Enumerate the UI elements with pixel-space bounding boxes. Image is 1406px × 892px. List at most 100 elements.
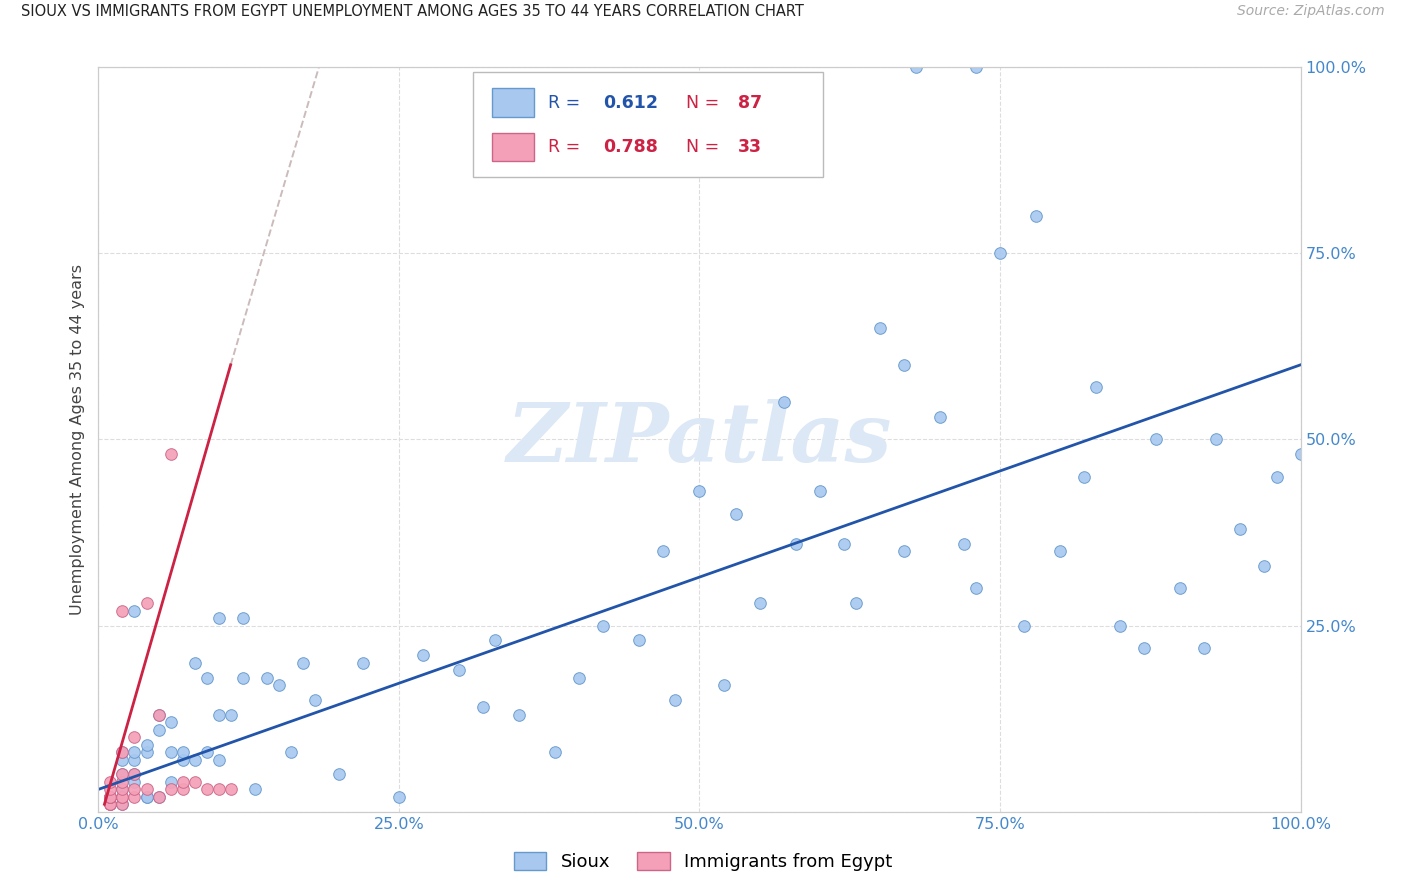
Point bbox=[904, 60, 927, 74]
Point bbox=[412, 648, 434, 663]
Bar bbox=[492, 88, 534, 117]
Point bbox=[135, 738, 157, 752]
Point bbox=[208, 707, 231, 722]
Point bbox=[219, 707, 242, 722]
Point bbox=[832, 536, 855, 550]
Point bbox=[111, 789, 134, 804]
Point bbox=[328, 767, 350, 781]
Point bbox=[772, 395, 794, 409]
Point bbox=[845, 596, 868, 610]
Point bbox=[159, 782, 181, 797]
Point bbox=[508, 707, 530, 722]
Point bbox=[1049, 544, 1071, 558]
Point bbox=[135, 745, 157, 759]
Point bbox=[183, 775, 205, 789]
Point bbox=[208, 782, 231, 797]
Point bbox=[893, 544, 915, 558]
Point bbox=[1265, 469, 1288, 483]
Point bbox=[256, 671, 278, 685]
Point bbox=[352, 656, 374, 670]
Point bbox=[988, 246, 1011, 260]
Text: 33: 33 bbox=[738, 137, 762, 156]
Text: R =: R = bbox=[548, 137, 586, 156]
Point bbox=[159, 775, 181, 789]
Point bbox=[243, 782, 266, 797]
Point bbox=[124, 767, 146, 781]
Point bbox=[748, 596, 770, 610]
Point bbox=[124, 730, 146, 744]
Point bbox=[148, 723, 170, 737]
Point bbox=[172, 782, 194, 797]
Text: R =: R = bbox=[548, 94, 586, 112]
Y-axis label: Unemployment Among Ages 35 to 44 years: Unemployment Among Ages 35 to 44 years bbox=[70, 264, 86, 615]
FancyBboxPatch shape bbox=[474, 72, 824, 178]
Point bbox=[100, 789, 122, 804]
Point bbox=[447, 663, 470, 677]
Point bbox=[1025, 209, 1047, 223]
Point bbox=[111, 797, 134, 812]
Point bbox=[1109, 618, 1132, 632]
Point bbox=[100, 775, 122, 789]
Point bbox=[592, 618, 614, 632]
Point bbox=[111, 745, 134, 759]
Point bbox=[148, 789, 170, 804]
Point bbox=[1289, 447, 1312, 461]
Text: 0.612: 0.612 bbox=[603, 94, 658, 112]
Point bbox=[1144, 433, 1167, 447]
Text: N =: N = bbox=[686, 94, 725, 112]
Point bbox=[100, 789, 122, 804]
Text: N =: N = bbox=[686, 137, 725, 156]
Point bbox=[172, 753, 194, 767]
Point bbox=[1253, 558, 1275, 573]
Point bbox=[111, 745, 134, 759]
Point bbox=[785, 536, 807, 550]
Point bbox=[124, 753, 146, 767]
Point bbox=[111, 753, 134, 767]
Point bbox=[124, 767, 146, 781]
Point bbox=[124, 745, 146, 759]
Point bbox=[1012, 618, 1035, 632]
Point bbox=[1085, 380, 1108, 394]
Point bbox=[1073, 469, 1095, 483]
Text: ZIPatlas: ZIPatlas bbox=[506, 400, 893, 479]
Point bbox=[111, 797, 134, 812]
Point bbox=[219, 782, 242, 797]
Point bbox=[953, 536, 976, 550]
Point bbox=[159, 715, 181, 730]
Point bbox=[713, 678, 735, 692]
Point bbox=[267, 678, 290, 692]
Point bbox=[111, 767, 134, 781]
Point bbox=[893, 358, 915, 372]
Point bbox=[965, 582, 987, 596]
Point bbox=[195, 671, 218, 685]
Point bbox=[183, 656, 205, 670]
Point bbox=[544, 745, 567, 759]
Point bbox=[111, 775, 134, 789]
Point bbox=[172, 745, 194, 759]
Point bbox=[100, 797, 122, 812]
Point bbox=[111, 789, 134, 804]
Point bbox=[304, 693, 326, 707]
Point bbox=[928, 409, 950, 424]
Point bbox=[111, 767, 134, 781]
Point bbox=[148, 789, 170, 804]
Point bbox=[100, 782, 122, 797]
Point bbox=[869, 320, 891, 334]
Point bbox=[1170, 582, 1192, 596]
Point bbox=[148, 707, 170, 722]
Point bbox=[1229, 522, 1251, 536]
Point bbox=[159, 447, 181, 461]
Point bbox=[124, 604, 146, 618]
Point bbox=[148, 707, 170, 722]
Point bbox=[195, 782, 218, 797]
Point bbox=[135, 789, 157, 804]
Point bbox=[100, 789, 122, 804]
Point bbox=[100, 797, 122, 812]
Point bbox=[208, 753, 231, 767]
Point bbox=[280, 745, 302, 759]
Point bbox=[484, 633, 506, 648]
Point bbox=[1194, 640, 1216, 655]
Point bbox=[111, 604, 134, 618]
Point bbox=[124, 789, 146, 804]
Point bbox=[100, 789, 122, 804]
